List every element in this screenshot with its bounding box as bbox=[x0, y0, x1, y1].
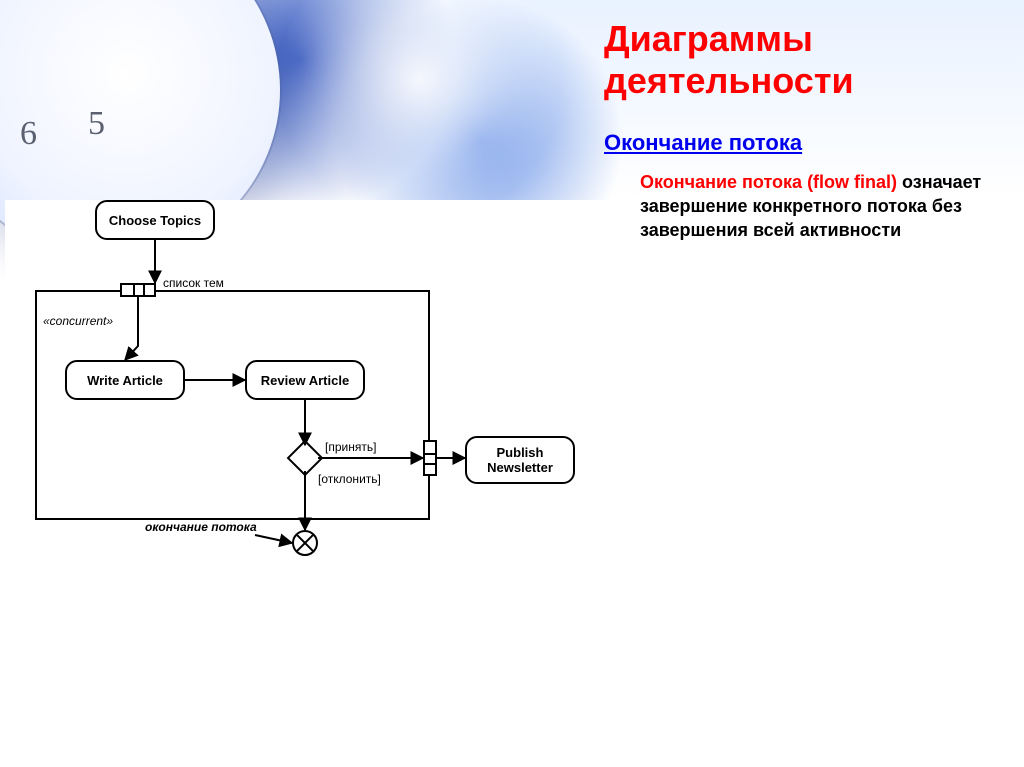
node-label: Choose Topics bbox=[109, 213, 201, 228]
expansion-node-top bbox=[120, 283, 156, 297]
label-reject: [отклонить] bbox=[318, 472, 381, 486]
slide: 6 7 5 Диаграммы деятельности Окончание п… bbox=[0, 0, 1024, 767]
title-line-1: Диаграммы bbox=[604, 18, 813, 59]
page-subtitle: Окончание потока bbox=[604, 130, 1004, 156]
page-title: Диаграммы деятельности bbox=[604, 18, 1004, 102]
node-publish-newsletter: Publish Newsletter bbox=[465, 436, 575, 484]
label-flow-final: окончание потока bbox=[145, 520, 257, 534]
node-review-article: Review Article bbox=[245, 360, 365, 400]
body-text: Окончание потока (flow final) означает з… bbox=[640, 170, 1000, 242]
expansion-node-right bbox=[423, 440, 437, 476]
region-stereotype: «concurrent» bbox=[43, 314, 113, 328]
node-write-article: Write Article bbox=[65, 360, 185, 400]
node-label: Write Article bbox=[87, 373, 163, 388]
node-label: Review Article bbox=[261, 373, 349, 388]
activity-diagram: «concurrent» Choose Topics Write Article… bbox=[5, 200, 595, 660]
flow-final-node bbox=[292, 530, 318, 556]
label-topic-list: список тем bbox=[163, 276, 224, 290]
label-accept: [принять] bbox=[325, 440, 376, 454]
title-line-2: деятельности bbox=[604, 60, 854, 101]
clock-num-5: 5 bbox=[88, 105, 105, 143]
node-label: Publish Newsletter bbox=[487, 445, 553, 475]
clock-num-6: 6 bbox=[20, 115, 37, 153]
body-lead: Окончание потока (flow final) bbox=[640, 172, 897, 192]
node-choose-topics: Choose Topics bbox=[95, 200, 215, 240]
